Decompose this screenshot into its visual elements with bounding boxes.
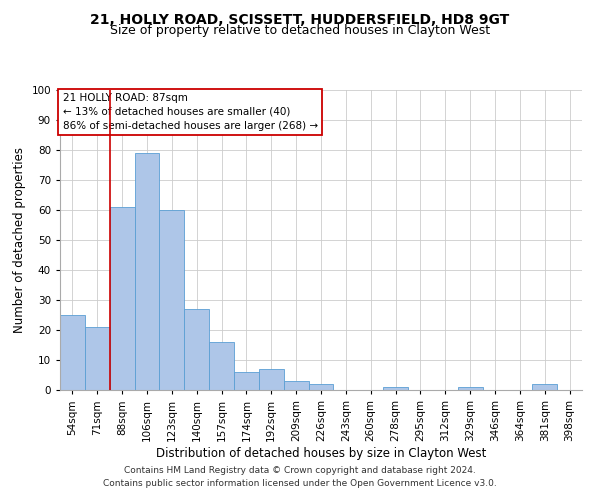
- Text: Size of property relative to detached houses in Clayton West: Size of property relative to detached ho…: [110, 24, 490, 37]
- Y-axis label: Number of detached properties: Number of detached properties: [13, 147, 26, 333]
- Bar: [458, 387, 482, 390]
- Bar: [532, 384, 557, 390]
- Bar: [308, 384, 334, 390]
- Bar: [234, 372, 259, 390]
- Bar: [134, 153, 160, 390]
- Bar: [110, 207, 134, 390]
- Bar: [60, 315, 85, 390]
- Bar: [284, 381, 308, 390]
- Bar: [184, 309, 209, 390]
- Bar: [259, 369, 284, 390]
- Bar: [85, 327, 110, 390]
- Bar: [383, 387, 408, 390]
- Text: Contains HM Land Registry data © Crown copyright and database right 2024.
Contai: Contains HM Land Registry data © Crown c…: [103, 466, 497, 487]
- Bar: [160, 210, 184, 390]
- Text: 21, HOLLY ROAD, SCISSETT, HUDDERSFIELD, HD8 9GT: 21, HOLLY ROAD, SCISSETT, HUDDERSFIELD, …: [91, 12, 509, 26]
- Text: 21 HOLLY ROAD: 87sqm
← 13% of detached houses are smaller (40)
86% of semi-detac: 21 HOLLY ROAD: 87sqm ← 13% of detached h…: [62, 93, 318, 131]
- Bar: [209, 342, 234, 390]
- Text: Distribution of detached houses by size in Clayton West: Distribution of detached houses by size …: [156, 448, 486, 460]
